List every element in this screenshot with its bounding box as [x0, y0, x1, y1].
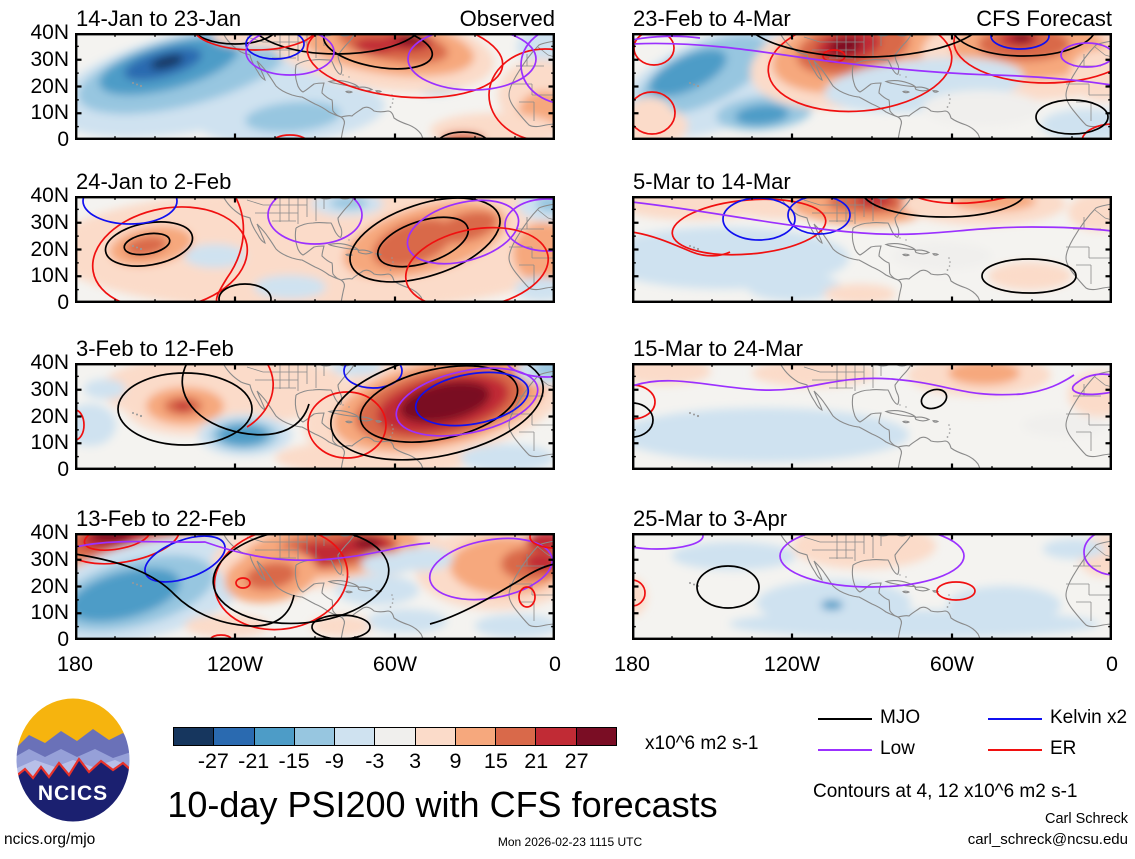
- panel-title: 15-Mar to 24-Mar: [633, 336, 803, 361]
- map-plot: [75, 196, 555, 303]
- panel-title: 13-Feb to 22-Feb: [76, 506, 246, 531]
- x-axis-label: 120W: [206, 652, 264, 676]
- map-plot: [75, 363, 555, 470]
- panel-title: 3-Feb to 12-Feb: [76, 336, 234, 361]
- legend-label: Low: [880, 738, 915, 759]
- x-axis-label: 120W: [763, 652, 821, 676]
- x-axis-label: 0: [1106, 652, 1118, 676]
- colorbar-segment: [415, 728, 456, 745]
- colorbar-tick-label: -9: [324, 749, 344, 773]
- site-url: ncics.org/mjo: [4, 831, 96, 848]
- colorbar-segment: [335, 728, 376, 745]
- map-plot: [75, 533, 555, 640]
- map-plot: [632, 196, 1112, 303]
- y-axis-label: 30N: [30, 547, 69, 571]
- map-panel: 24-Jan to 2-Feb: [75, 169, 555, 303]
- y-axis-label: 40N: [30, 351, 69, 374]
- map-plot: [632, 33, 1112, 140]
- y-axis-label: 10N: [30, 264, 69, 288]
- colorbar-tick-label: -27: [197, 749, 229, 773]
- logo-border: [15, 697, 131, 823]
- x-axis-label: 0: [549, 652, 561, 676]
- y-axis-label: 30N: [30, 47, 69, 71]
- panel-title: 24-Jan to 2-Feb: [76, 169, 232, 194]
- x-axis-label: 60W: [372, 652, 418, 676]
- y-axis-label: 0: [57, 128, 69, 151]
- panel-title: 14-Jan to 23-Jan: [76, 6, 242, 31]
- ncics-logo: NCICS: [15, 697, 131, 823]
- map-panel: 5-Mar to 14-Mar: [632, 169, 1112, 303]
- legend-line: [988, 749, 1042, 751]
- colorbar-tick-label: 27: [564, 749, 589, 773]
- colorbar-segment: [174, 728, 215, 745]
- y-axis-label: 10N: [30, 431, 69, 455]
- logo-ridge-line: [16, 757, 130, 780]
- panel-corner-label: Observed: [459, 6, 555, 31]
- legend-line: [818, 718, 872, 720]
- colorbar-tick-label: 3: [409, 749, 422, 773]
- colorbar: [173, 727, 617, 746]
- figure-title: 10-day PSI200 with CFS forecasts: [167, 784, 718, 825]
- author-credit: Carl Schreck: [1045, 811, 1128, 827]
- y-axis-label: 0: [57, 291, 69, 314]
- colorbar-segment: [455, 728, 497, 745]
- y-axis-label: 10N: [30, 101, 69, 125]
- panel-corner-label: CFS Forecast: [976, 6, 1112, 31]
- colorbar-tick-label: -3: [365, 749, 385, 773]
- map-panel: 23-Feb to 4-Mar CFS Forecast: [632, 6, 1112, 140]
- y-axis-label: 20N: [30, 74, 69, 98]
- legend-line: [818, 749, 872, 751]
- x-axis-label: 180: [614, 652, 650, 676]
- colorbar-segment: [254, 728, 295, 745]
- colorbar-segment: [375, 728, 416, 745]
- colorbar-segment: [214, 728, 255, 745]
- y-axis-label: 20N: [30, 237, 69, 261]
- logo-foreground: [16, 759, 130, 822]
- colorbar-segment: [294, 728, 336, 745]
- map-plot: [632, 363, 1112, 470]
- colorbar-segment: [536, 728, 577, 745]
- legend-line: [988, 718, 1042, 720]
- y-axis-label: 10N: [30, 601, 69, 625]
- colorbar-tick-label: 9: [449, 749, 462, 773]
- y-axis-label: 20N: [30, 574, 69, 598]
- colorbar-unit-label: x10^6 m2 s-1: [645, 733, 759, 754]
- y-axis-label: 0: [57, 458, 69, 481]
- contour-note: Contours at 4, 12 x10^6 m2 s-1: [813, 781, 1078, 802]
- legend-label: ER: [1050, 738, 1077, 759]
- colorbar-tick-label: -15: [278, 749, 310, 773]
- map-plot: [632, 533, 1112, 640]
- map-panel: 3-Feb to 12-Feb: [75, 336, 555, 470]
- y-axis-label: 30N: [30, 210, 69, 234]
- x-axis-label: 180: [57, 652, 93, 676]
- timestamp: Mon 2026-02-23 1115 UTC: [497, 835, 643, 849]
- legend-label: Kelvin x2: [1050, 707, 1128, 728]
- logo-text: NCICS: [38, 782, 108, 805]
- legend-label: MJO: [880, 707, 921, 728]
- map-plot: [75, 33, 555, 140]
- y-axis-label: 20N: [30, 404, 69, 428]
- panel-title: 25-Mar to 3-Apr: [633, 506, 788, 531]
- x-axis-label: 60W: [929, 652, 975, 676]
- colorbar-segment: [496, 728, 537, 745]
- map-panel: 25-Mar to 3-Apr: [632, 506, 1112, 640]
- map-panel: 15-Mar to 24-Mar: [632, 336, 1112, 470]
- y-axis-label: 0: [57, 628, 69, 651]
- map-panel: 13-Feb to 22-Feb: [75, 506, 555, 640]
- y-axis-label: 40N: [30, 521, 69, 544]
- panel-title: 5-Mar to 14-Mar: [633, 169, 791, 194]
- author-email: carl_schreck@ncsu.edu: [967, 831, 1128, 848]
- y-axis-label: 30N: [30, 377, 69, 401]
- panel-title: 23-Feb to 4-Mar: [633, 6, 791, 31]
- colorbar-tick-label: 21: [524, 749, 549, 773]
- y-axis-label: 40N: [30, 21, 69, 44]
- colorbar-tick-label: -21: [238, 749, 270, 773]
- colorbar-tick-label: 15: [483, 749, 508, 773]
- y-axis-label: 40N: [30, 184, 69, 207]
- map-panel: 14-Jan to 23-Jan Observed: [75, 6, 555, 140]
- colorbar-segment: [576, 728, 616, 745]
